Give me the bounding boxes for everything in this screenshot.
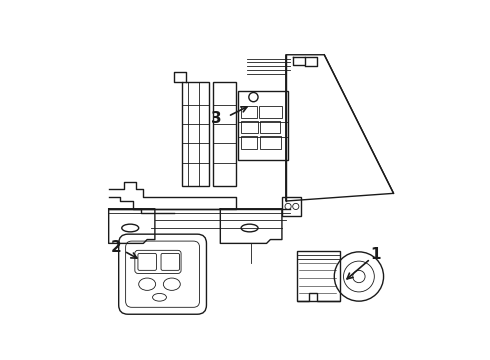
Bar xyxy=(241,136,257,149)
Bar xyxy=(260,121,280,133)
Bar xyxy=(259,105,282,118)
Bar xyxy=(238,91,288,160)
Text: 2: 2 xyxy=(111,240,122,255)
Text: 1: 1 xyxy=(370,247,381,262)
Text: 3: 3 xyxy=(211,111,222,126)
Bar xyxy=(241,105,257,118)
Bar xyxy=(282,197,301,216)
Bar xyxy=(297,251,340,301)
Bar xyxy=(213,82,236,186)
Bar xyxy=(260,136,281,149)
Bar xyxy=(182,82,209,186)
Bar xyxy=(241,121,258,133)
